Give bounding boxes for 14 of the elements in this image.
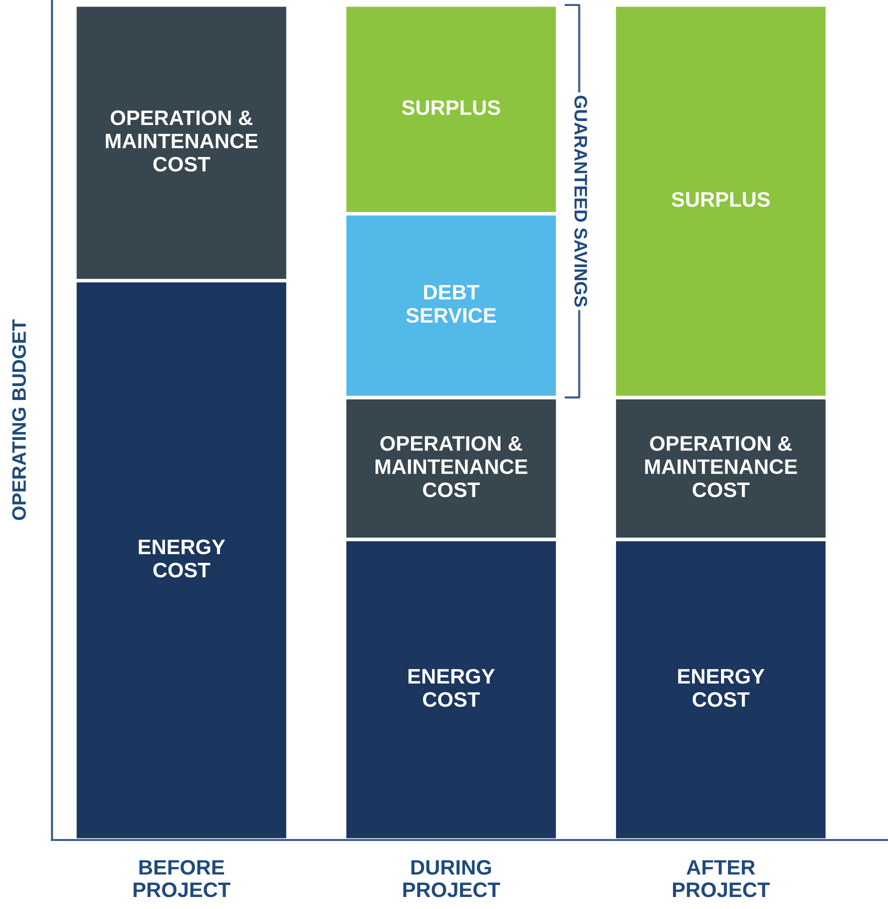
text: OPERATION & MAINTENANCE COST	[645, 436, 797, 498]
text: ENERGY COST	[138, 540, 226, 578]
series-label: DEBT SERVICE	[406, 285, 496, 323]
text: OPERATION & MAINTENANCE COST	[106, 110, 258, 172]
series-label: ENERGY COST	[408, 668, 495, 707]
annotation: GUARANTEED SAVINGS	[574, 96, 588, 307]
y-axis-title: OPERATING BUDGET	[12, 319, 26, 520]
series-label: SURPLUS	[402, 100, 500, 115]
text: ENERGY COST	[678, 668, 764, 707]
x-tick-label: AFTER PROJECT	[672, 860, 770, 898]
x-tick-label: BEFORE PROJECT	[134, 860, 230, 898]
x-tick-label: DURING PROJECT	[403, 860, 500, 898]
text: SURPLUS	[672, 192, 770, 207]
series-label: OPERATION & MAINTENANCE COST	[376, 436, 528, 498]
